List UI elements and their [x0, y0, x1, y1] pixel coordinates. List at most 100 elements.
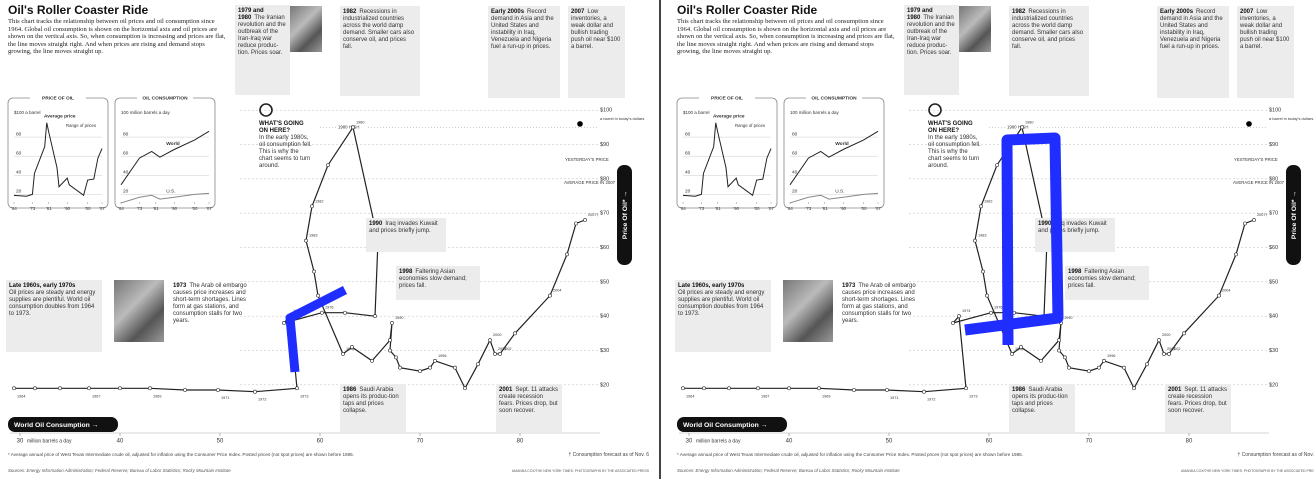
data-point	[817, 386, 821, 391]
data-point	[343, 310, 347, 315]
x-axis-label: World Oil Consumption →	[14, 422, 98, 429]
annotation: 1998 Faltering Asian economies slow deman…	[396, 266, 480, 300]
y-axis-label: Price Of Oil* →	[1291, 191, 1298, 239]
data-point	[476, 362, 480, 367]
inset-title-bg	[699, 94, 755, 102]
data-point	[979, 204, 983, 209]
year-label: 2002	[1172, 347, 1180, 351]
annotation-heading: 1998	[1068, 269, 1082, 275]
data-point	[756, 386, 760, 391]
year-label: 1983	[978, 234, 986, 238]
y-tick-label: $90	[1269, 142, 1278, 148]
data-point	[1057, 348, 1061, 353]
annotation: 1990 Iraq invades Kuwait and prices brief…	[366, 218, 446, 252]
data-point	[985, 293, 989, 298]
forecast-note: † Consumption forecast as of Nov. 6	[1237, 452, 1314, 458]
annotation: Late 1960s, early 1970s Oil prices are st…	[6, 280, 102, 352]
annotation: 2007 Low inventories, a weak dollar and b…	[1237, 6, 1294, 98]
inset-series-label: Average price	[713, 113, 745, 119]
annotation: 2007 Low inventories, a weak dollar and b…	[568, 6, 625, 98]
data-point	[1057, 338, 1061, 343]
y-tick-label: $60	[600, 245, 609, 251]
y-tick-label: $70	[1269, 211, 1278, 217]
high-label-bg	[336, 124, 366, 131]
y-axis-label: Price Of Oil* →	[622, 191, 629, 239]
year-label: 2000	[493, 333, 501, 337]
data-point	[288, 314, 292, 319]
data-point	[12, 386, 16, 391]
annotation-text: The Arab oil embargo causes price increa…	[173, 283, 247, 324]
annotation-heading: 1986	[343, 387, 357, 393]
data-point	[1042, 314, 1046, 319]
data-point	[326, 163, 330, 168]
data-point	[58, 386, 62, 391]
data-point	[370, 358, 374, 363]
annotation: 2001 Sept. 11 attacks create recession fe…	[1165, 384, 1231, 432]
data-point	[418, 369, 422, 374]
annotation-heading: 1973	[842, 283, 856, 289]
high-label-bg	[1005, 124, 1035, 131]
icon-ring	[259, 103, 273, 117]
x-axis-pill	[8, 417, 118, 432]
data-point	[981, 269, 985, 274]
inset-unit: 100 million barrels a day	[790, 110, 840, 115]
sources: Sources: Energy Information Administrati…	[8, 468, 231, 473]
annotation: 1973 The Arab oil embargo causes price in…	[839, 280, 925, 350]
inset-y-tick-label: 40	[792, 170, 798, 176]
x-tick-label: 80	[517, 439, 524, 445]
data-point	[1122, 365, 1126, 370]
inset-y-tick-label: 40	[685, 170, 691, 176]
x-tick-label: 30	[17, 439, 24, 445]
inset-x-tick-label: '73	[699, 206, 705, 211]
data-point	[282, 321, 286, 325]
inset-line	[789, 130, 879, 186]
inset-unit: $100 a barrel	[14, 110, 41, 115]
data-point	[33, 386, 37, 391]
annotation-text: In the early 1980s, oil consumption fell…	[928, 135, 981, 169]
annotation-text: Low inventories, a weak dollar and bulli…	[571, 9, 621, 50]
inset-x-tick-label: '00	[192, 206, 198, 211]
year-label: 2002	[503, 347, 511, 351]
annotation-heading: WHAT'S GOING ON HERE?	[259, 121, 304, 134]
data-point	[216, 388, 220, 392]
annotation-heading: Late 1960s, early 1970s	[678, 283, 745, 289]
y-axis-pill	[617, 165, 632, 265]
inset-series-label: U.S.	[166, 188, 175, 194]
data-point	[498, 352, 502, 356]
data-point	[373, 314, 377, 319]
annotation-heading: 1998	[399, 269, 413, 275]
annotation-text: Oil prices are steady and energy supplie…	[9, 290, 96, 317]
annotation-text: Record demand in Asia and the United Sta…	[1160, 9, 1223, 50]
y-tick-label: $40	[1269, 314, 1278, 320]
year-label: 1967	[92, 394, 100, 398]
annotation: 1979 and 1980 The Iranian revolution and …	[235, 5, 290, 95]
annotation-text: The Iranian revolution and the outbreak …	[238, 15, 286, 56]
inset-y-tick-label: 80	[16, 131, 22, 137]
year-label: 1996	[438, 354, 446, 358]
annotation-heading: 1986	[1012, 387, 1026, 393]
year-label: 1983	[309, 234, 317, 238]
annotation-text: Faltering Asian economies slow demand; p…	[1068, 269, 1136, 289]
inset-y-tick-label: 80	[123, 131, 129, 137]
annotation-heading: Early 2000s	[491, 9, 525, 15]
year-label: 1986	[346, 347, 354, 351]
inset-y-tick-label: 20	[16, 189, 22, 195]
photo	[114, 280, 164, 342]
y-tick-label: $100	[600, 108, 612, 114]
icon-ring	[928, 103, 942, 117]
panel: $20 $30 $40 $50 $60 $70 $80 $90 $100 a barrel in …	[669, 0, 1314, 479]
year-label: 1976	[325, 306, 333, 310]
annotation-heading: 2007	[571, 9, 585, 15]
year-label: 1990	[395, 316, 403, 320]
annotation-text: Oil prices are steady and energy supplie…	[678, 290, 765, 317]
data-point	[394, 355, 398, 360]
data-point	[351, 125, 355, 130]
x-tick-label: 60	[986, 439, 993, 445]
y-tick-label: $100	[1269, 108, 1281, 114]
data-point	[885, 388, 889, 392]
data-point	[565, 252, 569, 257]
annotation: Late 1960s, early 1970s Oil prices are st…	[675, 280, 771, 352]
data-point	[957, 314, 961, 319]
annotation-heading: 2007	[1240, 9, 1254, 15]
inset-x-tick-label: '00	[754, 206, 760, 211]
